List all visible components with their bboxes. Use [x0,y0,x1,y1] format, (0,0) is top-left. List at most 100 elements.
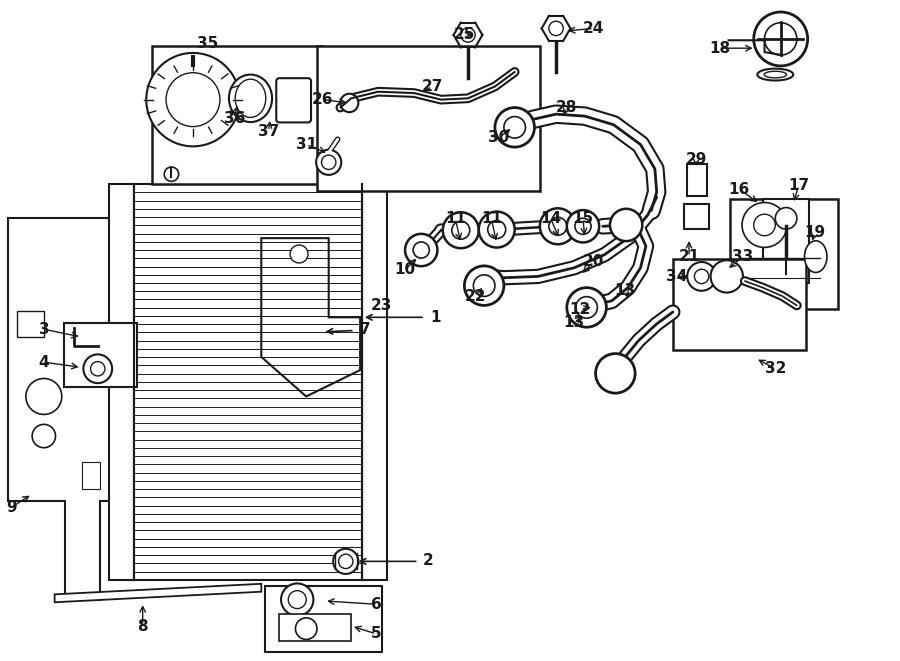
Text: 26: 26 [311,92,333,107]
Bar [731,198,838,309]
Text: 7: 7 [360,322,371,336]
Text: 4: 4 [39,355,50,369]
Text: 14: 14 [540,211,562,226]
Circle shape [764,22,796,55]
Circle shape [147,53,239,146]
Circle shape [321,155,336,169]
Text: 32: 32 [765,362,786,376]
Circle shape [711,260,742,293]
Text: 1: 1 [430,310,441,325]
Ellipse shape [340,94,358,112]
Circle shape [775,208,796,229]
Text: 20: 20 [583,254,605,270]
Text: 18: 18 [709,41,730,56]
Circle shape [596,354,635,393]
Circle shape [464,266,504,305]
Circle shape [567,210,599,243]
Text: 11: 11 [445,211,466,226]
Text: 28: 28 [556,100,578,115]
Text: 6: 6 [371,597,382,611]
Ellipse shape [235,79,266,118]
Text: 25: 25 [454,28,475,42]
Bar [684,204,709,229]
Polygon shape [261,238,360,397]
Circle shape [290,245,308,263]
Circle shape [91,362,105,376]
Circle shape [695,269,709,284]
Circle shape [549,217,567,235]
Circle shape [567,288,607,327]
Text: 37: 37 [258,124,279,139]
Text: 21: 21 [679,249,699,264]
Text: 35: 35 [197,36,218,51]
Circle shape [413,242,429,258]
Bar [265,586,382,652]
Circle shape [333,549,358,574]
Polygon shape [8,218,118,600]
Text: 29: 29 [686,151,706,167]
Text: 8: 8 [138,619,148,633]
Text: 33: 33 [733,249,753,264]
Circle shape [338,554,353,568]
Ellipse shape [764,71,787,78]
Text: 24: 24 [583,21,605,36]
Text: 13: 13 [563,315,585,330]
Circle shape [549,21,563,36]
Bar [673,259,806,350]
Circle shape [316,150,341,175]
Circle shape [742,202,787,247]
Circle shape [473,275,495,296]
Text: 2: 2 [423,553,434,568]
Circle shape [405,234,437,266]
Circle shape [166,73,220,126]
Circle shape [610,209,643,241]
Circle shape [479,212,515,247]
Text: 12: 12 [570,302,591,317]
Circle shape [575,218,591,235]
Polygon shape [55,584,261,602]
Text: 16: 16 [729,182,750,197]
Circle shape [540,208,576,245]
Circle shape [753,214,775,236]
Circle shape [281,584,313,616]
Text: 3: 3 [39,322,50,336]
Text: 5: 5 [371,627,382,641]
Circle shape [26,379,62,414]
Circle shape [32,424,56,447]
Text: 9: 9 [6,500,17,515]
Circle shape [495,108,535,147]
Text: 23: 23 [371,298,392,313]
Text: 34: 34 [666,269,687,284]
Text: 22: 22 [464,289,486,303]
Text: 19: 19 [805,225,825,241]
Bar [152,46,322,184]
Text: 31: 31 [296,137,317,152]
Bar [64,323,138,387]
Circle shape [288,591,306,609]
Bar [317,46,540,190]
Circle shape [452,221,470,239]
Circle shape [688,262,716,291]
Text: 36: 36 [223,110,245,126]
Bar [279,614,351,641]
Circle shape [443,212,479,248]
Circle shape [576,297,598,318]
Text: 13: 13 [615,284,635,298]
Bar [762,198,809,283]
Text: 30: 30 [488,130,509,145]
Circle shape [753,12,807,66]
Bar [362,184,387,580]
Ellipse shape [229,75,272,122]
Circle shape [488,221,506,239]
Text: 10: 10 [394,262,416,278]
Bar [688,165,707,196]
Circle shape [164,167,178,181]
Bar [134,184,362,580]
Bar [82,463,100,488]
Circle shape [504,116,526,138]
Ellipse shape [805,241,827,272]
Circle shape [461,28,475,42]
Text: 11: 11 [481,211,502,226]
Text: 15: 15 [572,211,594,226]
Text: 27: 27 [421,79,443,94]
